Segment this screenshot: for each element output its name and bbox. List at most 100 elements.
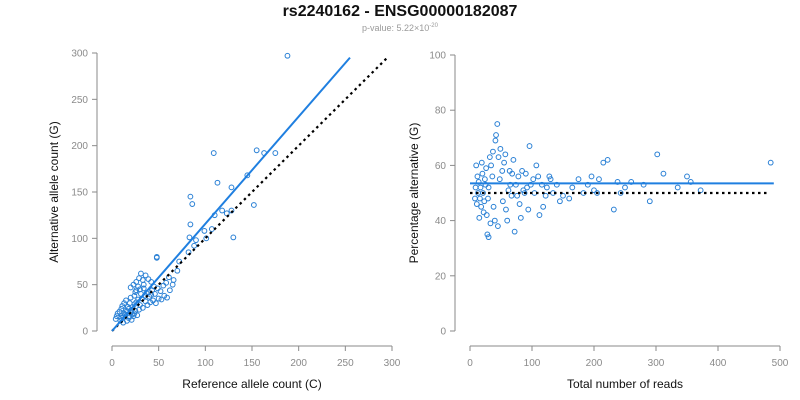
x-tick: 100 — [197, 346, 214, 369]
data-point — [133, 278, 140, 285]
data-point — [472, 184, 479, 191]
y-tick-label: 0 — [440, 327, 446, 338]
data-point — [164, 294, 170, 301]
data-point — [155, 295, 162, 302]
x-tick: 400 — [710, 346, 727, 369]
data-point — [482, 181, 489, 188]
data-point — [499, 198, 506, 205]
x-tick: 200 — [586, 346, 603, 369]
y-tick-label: 80 — [435, 106, 447, 117]
x-tick: 150 — [244, 346, 261, 369]
data-point — [495, 154, 502, 161]
plot-right: 0 100 200 300 400 500 0 20 40 60 80 100 Total number… — [407, 51, 789, 392]
y-tick-label: 20 — [435, 271, 447, 282]
data-point — [507, 181, 514, 188]
data-point — [153, 254, 160, 261]
data-point — [210, 150, 217, 156]
y-tick-label: 0 — [82, 327, 88, 338]
data-point — [640, 181, 647, 188]
data-point — [600, 159, 607, 166]
data-point — [485, 195, 491, 202]
data-point — [228, 207, 235, 214]
data-point — [539, 181, 545, 188]
data-point — [646, 198, 653, 205]
chart-title: rs2240162 - ENSG00000182087 — [282, 3, 518, 20]
data-point — [530, 176, 537, 183]
data-point — [588, 173, 595, 180]
x-tick: 50 — [153, 346, 165, 369]
data-point — [158, 296, 165, 303]
data-point — [152, 300, 159, 307]
y-tick-label: 100 — [429, 51, 446, 62]
data-point — [114, 310, 121, 317]
data-point — [526, 143, 533, 149]
data-point — [214, 179, 221, 186]
data-point — [501, 159, 508, 166]
data-point — [519, 168, 525, 174]
data-point — [475, 179, 482, 185]
data-point — [512, 181, 519, 188]
x-tick: 500 — [772, 346, 789, 369]
x-tick: 300 — [648, 346, 665, 369]
data-point — [496, 176, 503, 183]
x-tick: 300 — [384, 346, 401, 369]
data-point — [219, 207, 226, 214]
y-tick: 0 — [82, 327, 97, 338]
data-point — [543, 184, 550, 191]
x-tick-label: 50 — [153, 358, 165, 369]
data-point — [169, 281, 176, 288]
y-tick: 150 — [71, 188, 97, 199]
y-tick-label: 40 — [435, 216, 447, 227]
reference-line — [111, 56, 389, 332]
data-point — [230, 234, 237, 241]
data-point — [130, 281, 137, 288]
data-point — [584, 181, 591, 188]
y-tick-label: 100 — [71, 234, 88, 245]
data-point — [654, 151, 661, 158]
data-point — [591, 187, 597, 194]
data-point — [474, 173, 481, 180]
data-point — [479, 170, 486, 177]
data-point — [473, 201, 480, 207]
plot-left: 0 50 100 150 200 250 300 0 50 100 150 200 250 300 Refe… — [47, 49, 401, 392]
x-tick: 0 — [109, 346, 115, 369]
data-point — [174, 267, 181, 274]
data-point — [492, 137, 499, 144]
data-point — [483, 212, 490, 218]
data-point — [472, 195, 478, 202]
data-point — [525, 206, 532, 213]
data-point — [272, 150, 279, 156]
data-point — [475, 190, 481, 196]
data-point — [504, 217, 511, 224]
data-point — [560, 192, 566, 199]
data-point — [508, 192, 515, 199]
fit-line — [111, 56, 351, 332]
data-point — [499, 168, 506, 174]
data-point — [142, 272, 149, 279]
data-point — [138, 270, 144, 277]
data-point — [622, 184, 628, 191]
x-tick-label: 250 — [337, 358, 354, 369]
data-point — [628, 179, 635, 185]
data-point — [596, 176, 602, 183]
chart-subtitle: p-value: 5.22×10-20 — [0, 23, 800, 33]
data-point — [166, 287, 173, 294]
data-point — [477, 195, 483, 202]
y-tick: 250 — [71, 95, 97, 106]
data-point — [112, 316, 119, 322]
data-point — [127, 284, 134, 291]
data-point — [186, 234, 193, 241]
y-tick-label: 60 — [435, 161, 447, 172]
data-point — [495, 223, 501, 230]
x-tick-label: 500 — [772, 358, 789, 369]
data-point — [533, 162, 540, 169]
data-point — [481, 176, 488, 183]
data-point — [521, 190, 528, 196]
x-tick-label: 200 — [586, 358, 603, 369]
data-point — [201, 228, 208, 234]
data-point — [484, 231, 491, 238]
data-point — [476, 214, 483, 221]
data-point — [575, 176, 582, 183]
data-point — [193, 237, 199, 244]
